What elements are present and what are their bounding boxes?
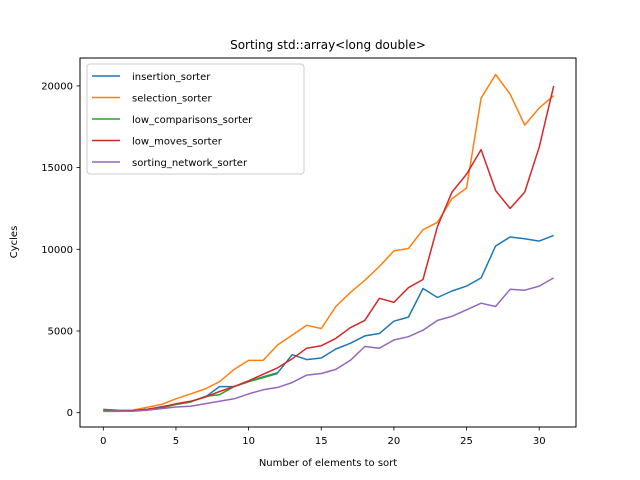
y-tick-label: 15000 bbox=[41, 163, 73, 174]
x-tick-label: 25 bbox=[460, 436, 473, 447]
x-tick-label: 30 bbox=[533, 436, 546, 447]
x-tick-label: 0 bbox=[100, 436, 106, 447]
y-tick-label: 5000 bbox=[48, 327, 73, 338]
x-axis-label: Number of elements to sort bbox=[259, 458, 397, 469]
legend-label-sorting-network-sorter: sorting_network_sorter bbox=[132, 158, 248, 169]
legend-label-low-moves-sorter: low_moves_sorter bbox=[132, 137, 223, 148]
legend-label-selection-sorter: selection_sorter bbox=[132, 94, 212, 105]
y-axis-ticks: 0 5000 10000 15000 20000 bbox=[41, 81, 80, 419]
series-line-selection-sorter bbox=[103, 73, 555, 412]
y-axis-label: Cycles bbox=[9, 226, 20, 259]
y-tick-label: 20000 bbox=[41, 81, 73, 92]
plot-lines bbox=[103, 73, 555, 413]
y-tick-label: 0 bbox=[67, 408, 73, 419]
x-tick-label: 5 bbox=[173, 436, 179, 447]
series-line-low-moves-sorter bbox=[103, 85, 555, 412]
legend: insertion_sorter selection_sorter low_comp… bbox=[86, 63, 305, 175]
y-tick-label: 10000 bbox=[41, 245, 73, 256]
legend-label-low-comparisons-sorter: low_comparisons_sorter bbox=[132, 115, 253, 126]
x-tick-label: 10 bbox=[242, 436, 255, 447]
axes-frame bbox=[79, 57, 577, 428]
x-axis-ticks: 0 5 10 15 20 25 30 bbox=[100, 427, 546, 447]
series-line-sorting-network-sorter bbox=[103, 277, 555, 413]
x-tick-label: 20 bbox=[388, 436, 401, 447]
x-tick-label: 15 bbox=[315, 436, 328, 447]
chart-title: Sorting std::array<long double> bbox=[230, 38, 426, 52]
legend-box bbox=[86, 63, 305, 175]
legend-label-insertion-sorter: insertion_sorter bbox=[132, 72, 211, 83]
